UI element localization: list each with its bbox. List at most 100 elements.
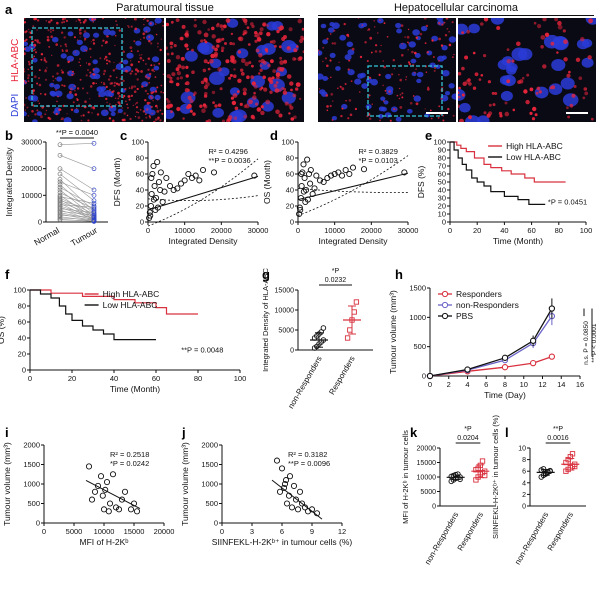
panel-d-y-label: OS (Month): [262, 160, 272, 204]
nucleus-dot: [399, 42, 407, 50]
stain-speck: [67, 71, 70, 74]
stain-speck: [349, 113, 353, 117]
stain-speck: [24, 47, 26, 51]
nucleus-dot: [365, 104, 372, 110]
stain-speck: [297, 56, 302, 62]
stain-speck: [24, 80, 26, 83]
stain-speck: [74, 93, 78, 96]
nucleus-dot: [407, 109, 413, 114]
nucleus-dot: [380, 96, 386, 101]
panel-i-data-point: [121, 488, 129, 495]
inset-box: [367, 65, 443, 117]
stain-speck: [61, 84, 64, 87]
stain-speck: [153, 64, 156, 67]
stain-speck: [296, 45, 299, 48]
stain-speck: [117, 91, 120, 95]
panel-i-x-label: MFI of H-2Kᵇ: [79, 537, 128, 547]
stain-speck: [344, 83, 347, 85]
stain-speck: [389, 119, 392, 122]
stain-speck: [382, 84, 385, 87]
panel-b-tumour-point: [91, 192, 97, 198]
nucleus-dot: [53, 83, 61, 90]
stain-speck: [186, 47, 189, 51]
panel-d-x-tick-label: 20000: [361, 226, 382, 235]
stain-speck: [89, 71, 92, 74]
stain-speck: [104, 55, 108, 59]
panel-b-pair-line: [59, 215, 95, 218]
stain-speck: [251, 64, 254, 68]
nucleus-dot: [228, 110, 244, 122]
stain-speck: [582, 96, 586, 100]
stain-speck: [162, 24, 164, 27]
stain-speck: [162, 21, 164, 23]
panel-d-data-point: [311, 185, 318, 192]
nucleus-dot: [36, 111, 43, 116]
stain-speck: [458, 71, 462, 76]
stain-speck: [483, 18, 489, 22]
stain-speck: [480, 74, 484, 77]
panel-e-x-tick-label: 80: [555, 226, 563, 235]
stain-speck: [461, 66, 465, 71]
stain-speck: [47, 116, 50, 120]
panel-g-point: [320, 325, 327, 331]
stain-speck: [145, 84, 148, 86]
stain-speck: [532, 106, 537, 112]
stain-speck: [563, 57, 568, 62]
stain-speck: [277, 26, 280, 30]
panel-letter-f: f: [5, 267, 10, 282]
stain-speck: [194, 18, 197, 22]
panel-b-tumour-point: [91, 210, 97, 216]
stain-speck: [367, 97, 369, 100]
panel-i-y-label: Tumour volume (mm³): [2, 442, 12, 526]
stain-speck: [407, 61, 411, 64]
stain-speck: [159, 48, 162, 52]
stain-speck: [150, 95, 152, 98]
nucleus-dot: [383, 100, 389, 105]
stain-speck: [98, 95, 101, 98]
scale-bar: [566, 112, 588, 114]
panel-l-y-tick-label: 6: [522, 469, 526, 476]
stain-speck: [185, 65, 189, 69]
nucleus-dot: [67, 31, 74, 37]
stain-speck: [256, 107, 262, 112]
stain-speck: [187, 103, 192, 109]
panel-d-data-point: [313, 172, 320, 179]
stain-speck: [233, 68, 236, 71]
stain-speck: [116, 23, 118, 26]
stain-speck: [103, 81, 105, 84]
panel-i-data-point: [102, 486, 109, 493]
stain-speck: [382, 60, 385, 62]
stain-speck: [63, 21, 65, 23]
nucleus-dot: [408, 41, 416, 48]
stain-speck: [175, 67, 180, 72]
panel-l-point: [569, 451, 576, 457]
panel-i-data-point: [106, 500, 114, 507]
stain-speck: [103, 83, 105, 85]
stain-speck: [79, 21, 82, 24]
stain-speck: [203, 39, 206, 42]
stain-speck: [359, 55, 363, 59]
nucleus-dot: [381, 106, 387, 112]
panel-i-y-tick-label: 0: [36, 519, 40, 528]
stain-speck: [134, 27, 138, 31]
stain-speck: [415, 102, 419, 106]
panel-e-x-tick-label: 20: [473, 226, 481, 235]
panel-h-x-tick-label: 8: [503, 380, 507, 389]
stain-speck: [166, 46, 168, 50]
stain-speck: [405, 76, 408, 78]
micrograph-texture: [458, 18, 596, 122]
panel-d-y-tick-label: 20: [286, 202, 294, 211]
stain-speck: [203, 32, 209, 38]
stain-speck: [351, 47, 355, 51]
panel-l-y-tick-label: 2: [522, 492, 526, 499]
panel-k-category-label: non-Responders: [423, 511, 460, 567]
stain-speck: [87, 62, 91, 66]
stain-speck: [24, 18, 26, 20]
panel-d-data-point: [320, 178, 327, 186]
stain-speck: [122, 79, 125, 82]
stain-speck: [487, 80, 491, 84]
panel-c-data-point: [161, 188, 168, 195]
stain-speck: [440, 44, 444, 47]
stain-speck: [278, 113, 283, 118]
stain-speck: [232, 93, 238, 98]
